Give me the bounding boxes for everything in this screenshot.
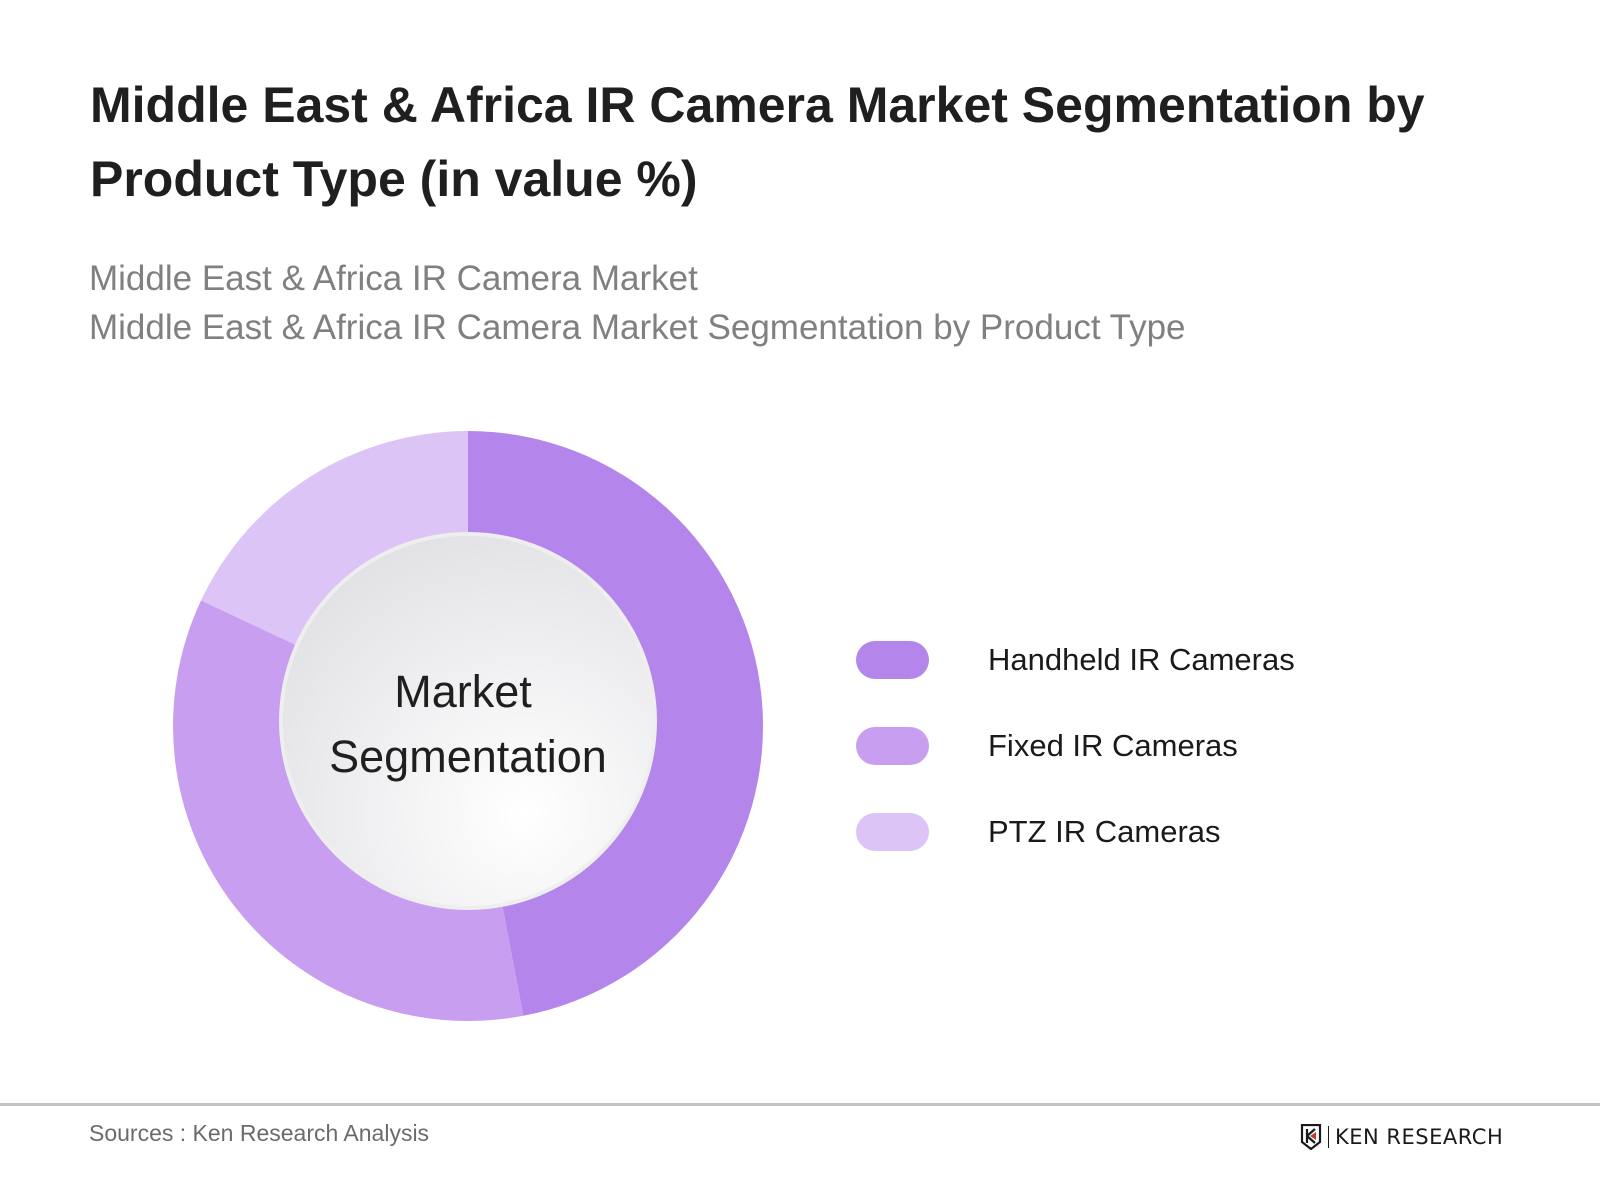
center-label-line-2: Segmentation xyxy=(329,731,607,782)
legend-item-fixed: Fixed IR Cameras xyxy=(856,727,1238,765)
legend-swatch xyxy=(856,641,929,679)
donut-slice-ptz-ir-cameras xyxy=(201,431,468,663)
legend-label: Handheld IR Cameras xyxy=(988,642,1295,677)
ken-logo-icon xyxy=(1300,1124,1322,1150)
legend-label: Fixed IR Cameras xyxy=(988,728,1238,763)
ken-research-logo: KEN RESEARCH xyxy=(1300,1124,1503,1150)
chart-title: Middle East & Africa IR Camera Market Se… xyxy=(90,77,1425,207)
legend-item-handheld: Handheld IR Cameras xyxy=(856,641,1295,679)
donut-slice-fixed-ir-cameras xyxy=(172,600,524,1021)
sources-text: Sources : Ken Research Analysis xyxy=(89,1120,430,1146)
subtitle-line-2: Middle East & Africa IR Camera Market Se… xyxy=(89,308,1186,347)
center-circle xyxy=(283,536,653,906)
legend-item-ptz: PTZ IR Cameras xyxy=(856,813,1221,851)
legend-label: PTZ IR Cameras xyxy=(988,814,1221,849)
footer-divider xyxy=(0,1103,1600,1106)
legend-swatch xyxy=(856,813,929,851)
logo-text: KEN RESEARCH xyxy=(1335,1125,1504,1149)
legend-swatch xyxy=(856,727,929,765)
logo-divider xyxy=(1328,1126,1329,1148)
center-label-line-1: Market xyxy=(394,666,532,717)
subtitle-line-1: Middle East & Africa IR Camera Market xyxy=(89,259,698,298)
